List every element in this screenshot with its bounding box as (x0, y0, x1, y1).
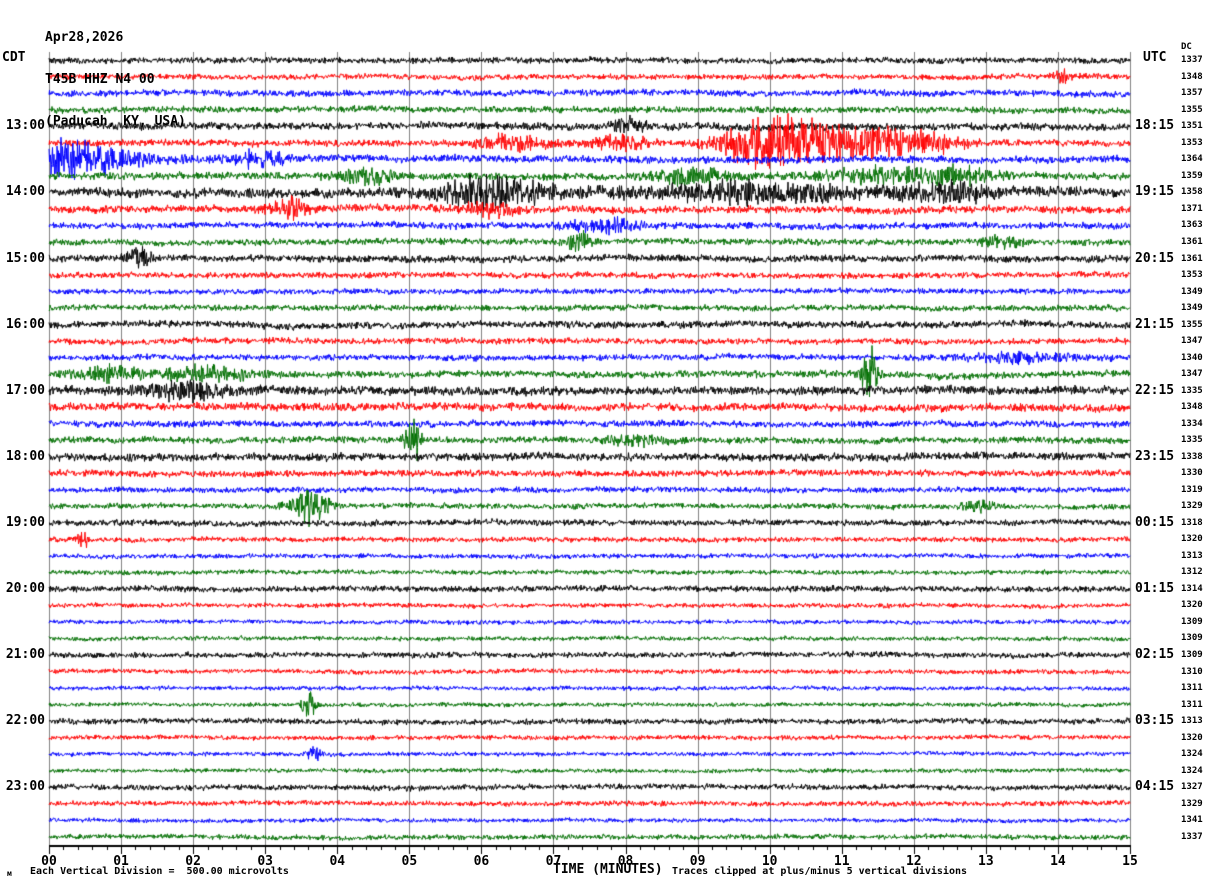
dc-value: 1361 (1181, 236, 1203, 247)
right-hour-label: 20:15 (1135, 250, 1175, 266)
x-tick-label: 09 (689, 854, 706, 869)
dc-value: 1351 (1181, 121, 1203, 132)
dc-value: 1371 (1181, 203, 1203, 214)
left-hour-label: 15:00 (5, 250, 45, 266)
x-tick-label: 07 (545, 854, 562, 869)
dc-value: 1337 (1181, 55, 1203, 66)
x-tick-label: 06 (473, 854, 490, 869)
dc-value: 1309 (1181, 633, 1203, 644)
left-hour-label: 23:00 (5, 779, 45, 795)
dc-value: 1348 (1181, 71, 1203, 82)
left-hour-label: 13:00 (5, 118, 45, 134)
left-timezone-label: CDT (2, 50, 26, 65)
dc-value: 1313 (1181, 716, 1203, 727)
right-hour-label: 22:15 (1135, 382, 1175, 398)
dc-value: 1358 (1181, 187, 1203, 198)
x-tick-label: 11 (833, 854, 850, 869)
dc-column-header: DC (1181, 42, 1192, 52)
microvolts-scale-icon: м (7, 869, 12, 878)
dc-value: 1314 (1181, 583, 1203, 594)
right-hour-label: 19:15 (1135, 184, 1175, 200)
right-hour-label: 02:15 (1135, 647, 1175, 662)
dc-value: 1309 (1181, 650, 1203, 660)
x-tick-label: 05 (401, 854, 418, 869)
dc-value: 1349 (1181, 286, 1203, 297)
left-hour-label: 22:00 (5, 713, 45, 729)
x-tick-label: 04 (329, 854, 346, 869)
dc-value: 1324 (1181, 765, 1203, 776)
x-tick-label: 00 (41, 854, 57, 869)
right-hour-label: 21:15 (1135, 316, 1175, 332)
right-hour-label: 01:15 (1135, 580, 1175, 596)
dc-value: 1363 (1181, 220, 1203, 231)
dc-value: 1310 (1181, 666, 1203, 677)
right-hour-label: 04:15 (1135, 779, 1175, 795)
left-hour-label: 16:00 (5, 316, 45, 332)
x-axis-title: TIME (MINUTES) (553, 862, 663, 877)
dc-value: 1329 (1181, 798, 1203, 809)
dc-value: 1340 (1181, 352, 1203, 363)
dc-value: 1348 (1181, 402, 1203, 413)
x-tick-label: 15 (1122, 854, 1138, 869)
dc-value: 1311 (1181, 699, 1203, 710)
dc-value: 1320 (1181, 732, 1203, 743)
dc-value: 1349 (1181, 303, 1203, 314)
x-tick-label: 10 (761, 854, 778, 869)
x-tick-label: 08 (617, 854, 634, 869)
dc-value: 1357 (1181, 88, 1203, 99)
dc-value: 1320 (1181, 600, 1203, 611)
left-hour-label: 18:00 (5, 448, 45, 464)
dc-value: 1335 (1181, 385, 1203, 396)
right-hour-label: 00:15 (1135, 514, 1175, 530)
dc-value: 1318 (1181, 517, 1203, 528)
title-location: (Paducah, KY, USA) (45, 114, 186, 129)
dc-value: 1353 (1181, 137, 1203, 148)
clip-note: Traces clipped at plus/minus 5 vertical … (672, 866, 968, 877)
dc-value: 1311 (1181, 683, 1203, 694)
dc-value: 1341 (1181, 815, 1203, 826)
dc-value: 1337 (1181, 831, 1203, 842)
dc-value: 1364 (1181, 154, 1203, 165)
dc-value: 1320 (1181, 534, 1203, 545)
right-hour-label: 18:15 (1135, 118, 1175, 134)
x-tick-label: 13 (978, 854, 994, 869)
left-hour-label: 20:00 (5, 580, 45, 596)
title-date: Apr28,2026 (45, 30, 124, 45)
dc-value: 1338 (1181, 451, 1203, 462)
x-tick-label: 02 (185, 854, 201, 869)
dc-value: 1353 (1181, 270, 1203, 281)
dc-value: 1334 (1181, 418, 1203, 429)
left-hour-label: 14:00 (5, 184, 45, 200)
dc-value: 1313 (1181, 550, 1203, 561)
right-timezone-label: UTC (1143, 50, 1167, 65)
dc-value: 1335 (1181, 435, 1203, 446)
dc-value: 1330 (1181, 468, 1203, 479)
dc-value: 1309 (1181, 616, 1203, 627)
right-hour-label: 23:15 (1135, 448, 1175, 464)
dc-value: 1327 (1181, 782, 1203, 793)
dc-value: 1359 (1181, 170, 1203, 181)
dc-value: 1355 (1181, 104, 1203, 115)
left-hour-label: 17:00 (5, 382, 45, 398)
dc-value: 1319 (1181, 484, 1203, 495)
x-tick-label: 03 (257, 854, 274, 869)
dc-value: 1361 (1181, 253, 1203, 264)
title-block: Apr28,2026 T45B HHZ N4 00 (Paducah, KY, … (45, 3, 186, 157)
dc-value: 1312 (1181, 567, 1203, 578)
dc-value: 1347 (1181, 336, 1203, 347)
dc-value: 1324 (1181, 749, 1203, 760)
x-tick-label: 14 (1050, 854, 1066, 869)
x-tick-label: 12 (905, 854, 922, 869)
dc-value: 1329 (1181, 501, 1203, 512)
left-hour-label: 21:00 (5, 647, 45, 662)
x-tick-label: 01 (113, 854, 129, 869)
left-hour-label: 19:00 (5, 514, 45, 530)
title-station: T45B HHZ N4 00 (45, 72, 155, 87)
dc-value: 1347 (1181, 369, 1203, 380)
scale-note: Each Vertical Division = 500.00 microvol… (30, 866, 289, 877)
right-hour-label: 03:15 (1135, 713, 1175, 729)
dc-value: 1355 (1181, 319, 1203, 330)
